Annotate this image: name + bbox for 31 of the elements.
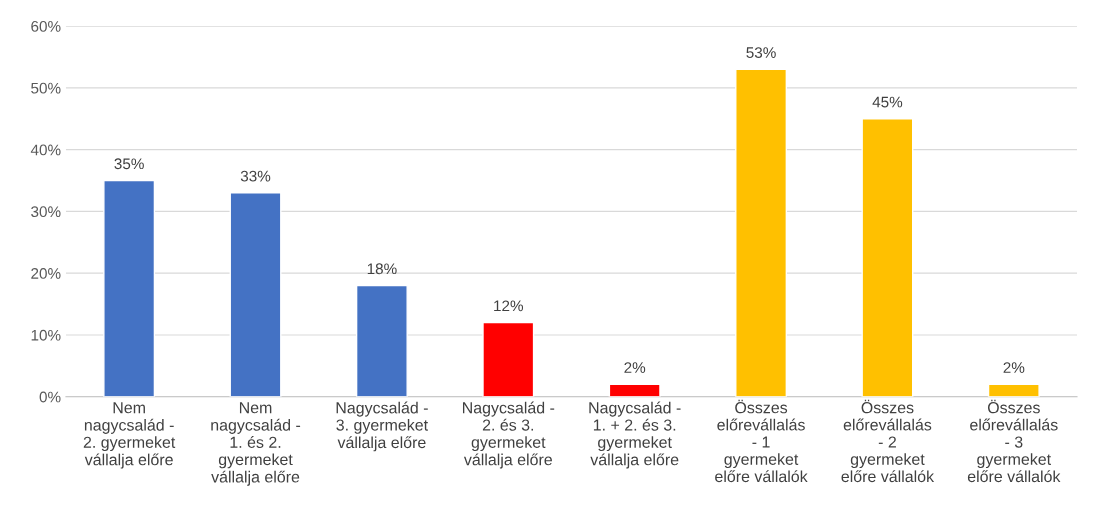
y-tick-label: 40% [30,144,61,156]
bar [103,179,156,397]
y-tick-label: 10% [31,329,61,341]
bar [229,192,282,397]
x-tick-label: Összes előrevállalás - 1 gyermeket előre vállalók [715,399,808,483]
bar [735,68,788,397]
data-label: 35% [114,158,144,170]
x-tick-label: Nagycsalád - 2. és 3. gyermeket vállalja előre [462,401,555,469]
data-label: 33% [240,170,271,182]
y-tick-label: 50% [31,82,61,94]
bar [482,321,535,397]
x-tick-label: Nem nagycsalád - 2. gyermeket vállalja előre [83,402,176,469]
x-tick-label: Összes előrevállalás - 3 gyermeket előre vállalók [967,399,1061,483]
y-tick-label: 30% [31,206,61,218]
bar [355,284,408,397]
x-tick-label: Nagycsalád - 3. gyermeket vállalja előre [336,401,428,452]
data-label: 45% [872,96,903,108]
y-tick-label: 60% [31,20,61,32]
x-tick-label: Nagycsalád - 1. + 2. és 3. gyermeket vállalja előre [589,401,681,469]
data-label: 18% [367,263,397,275]
data-label: 12% [494,300,524,312]
x-tick-label: Összes előrevállalás - 2 gyermeket előre vállalók [841,399,935,483]
bar [987,383,1040,397]
data-label: 2% [1003,362,1025,373]
data-label: 2% [624,362,646,373]
bar [861,118,914,397]
data-label: 53% [746,47,776,58]
x-tick-label: Nem nagycsalád - 1. és 2. gyermeket vállalja előre [211,402,301,486]
y-tick-label: 0% [39,391,61,403]
bar [608,383,661,397]
y-tick-label: 20% [31,268,61,279]
